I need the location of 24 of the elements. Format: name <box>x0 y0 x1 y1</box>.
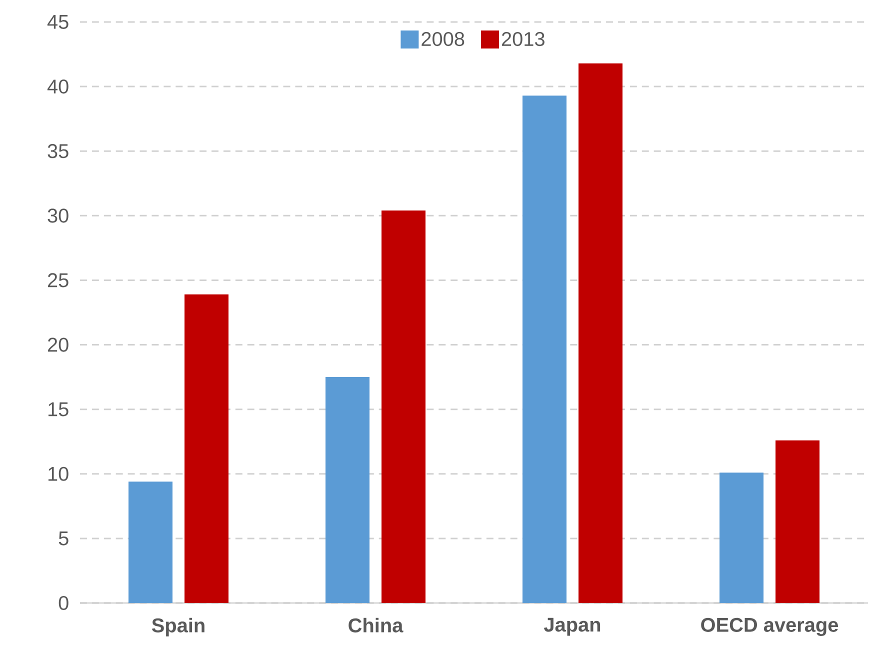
y-tick-label: 20 <box>48 338 68 352</box>
x-tick-label: China <box>348 618 404 632</box>
bar <box>776 440 820 603</box>
x-tick-label: Japan <box>544 618 600 636</box>
bar <box>382 210 426 603</box>
y-tick-label: 30 <box>48 208 68 223</box>
y-tick-label: 10 <box>48 466 68 481</box>
legend-label: 2008 <box>422 32 464 46</box>
x-tick-label: OECD average <box>701 618 838 636</box>
x-tick-label: Spain <box>152 618 204 636</box>
y-tick-label: 35 <box>48 144 68 158</box>
y-tick-label: 40 <box>47 80 68 94</box>
y-tick-label: 15 <box>48 402 68 416</box>
y-tick-label: 5 <box>58 532 68 546</box>
y-tick-label: 0 <box>58 596 68 610</box>
bar <box>578 63 623 603</box>
legend-label: 2013 <box>502 32 544 46</box>
y-tick-label: 45 <box>47 15 68 29</box>
y-tick-label: 25 <box>48 273 68 288</box>
bar <box>522 96 567 603</box>
bar <box>326 377 370 603</box>
bar <box>128 482 172 603</box>
bar <box>720 472 764 603</box>
bar <box>184 294 228 603</box>
